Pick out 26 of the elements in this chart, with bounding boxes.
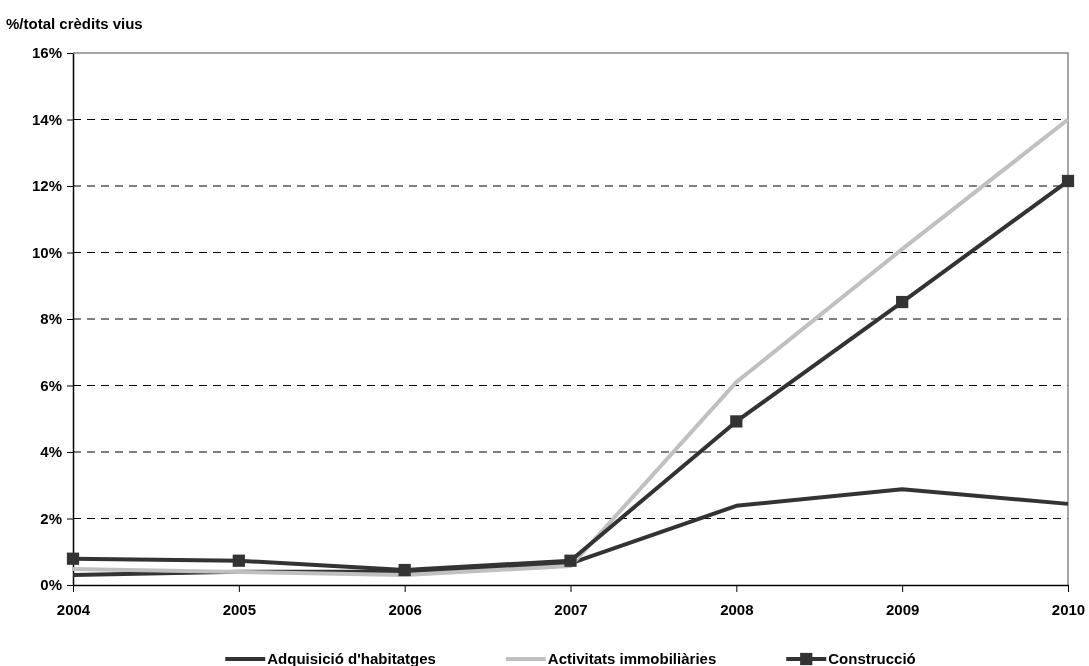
y-tick-label: 12% [31, 177, 62, 195]
y-tick-label: 16% [31, 44, 62, 62]
y-tick-label: 2% [40, 509, 62, 527]
legend-label: Activitats immobiliàries [547, 650, 717, 666]
x-tick-label: 2008 [720, 600, 754, 618]
point [66, 552, 80, 565]
y-tick-label: 4% [40, 443, 62, 461]
point [564, 554, 577, 567]
legend-label: Construcció [828, 650, 916, 666]
x-tick-label: 2005 [222, 600, 257, 618]
point [896, 295, 909, 309]
y-tick-label: 10% [31, 243, 62, 261]
x-tick-label: 2010 [1051, 600, 1086, 618]
y-tick-label: 8% [40, 310, 62, 328]
point [730, 415, 743, 428]
point [398, 563, 411, 577]
x-tick-label: 2007 [554, 600, 588, 618]
x-tick-label: 2004 [56, 600, 91, 618]
x-tick-label: 2009 [885, 600, 920, 618]
point [1061, 174, 1075, 188]
y-tick-label: 6% [40, 376, 62, 394]
point [232, 554, 245, 567]
y-tick-label: 14% [31, 110, 62, 128]
x-tick-label: 2006 [388, 600, 422, 618]
y-tick-label: 0% [40, 576, 62, 594]
y-axis-title: %/total crèdits vius [6, 15, 143, 32]
